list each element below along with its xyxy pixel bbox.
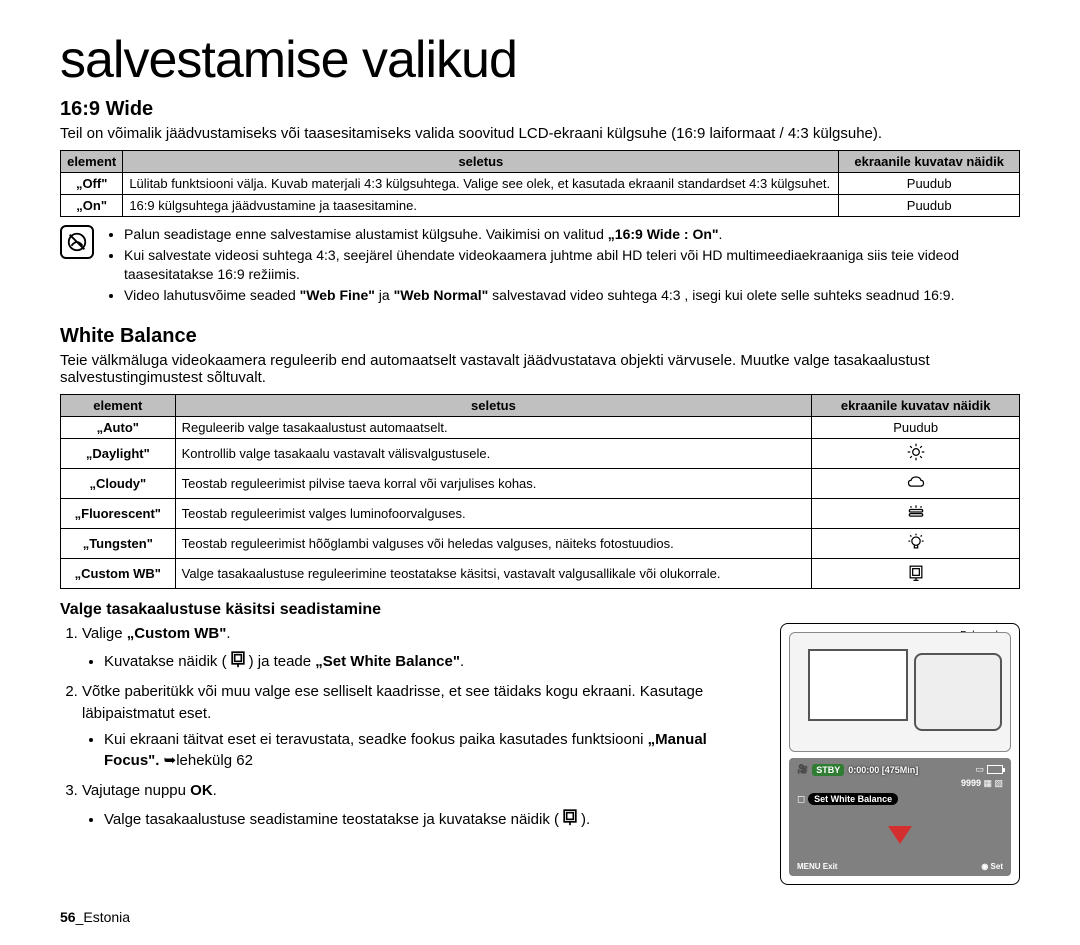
page-region: Estonia [83, 909, 130, 925]
cell: Puudub [839, 195, 1020, 217]
page-title: salvestamise valikud [60, 30, 1020, 90]
note-item: Kui salvestate videosi suhtega 4:3, seej… [124, 246, 1020, 284]
exit-label: Exit [823, 862, 838, 871]
cell: Lülitab funktsiooni välja. Kuvab materja… [123, 173, 839, 195]
table-wb-h2: seletus [175, 394, 812, 416]
table-row: „Off" Lülitab funktsiooni välja. Kuvab m… [61, 173, 1020, 195]
custom-wb-inline-icon [227, 653, 249, 670]
cell: Teostab reguleerimist pilvise taeva korr… [175, 468, 812, 498]
step-item: Võtke paberitükk või muu valge ese selli… [82, 681, 760, 772]
manual-wb-heading: Valge tasakaalustuse käsitsi seadistamin… [60, 601, 1020, 619]
note-item: Palun seadistage enne salvestamise alust… [124, 225, 1020, 244]
step-sub-item: Valge tasakaalustuse seadistamine teosta… [104, 806, 760, 831]
fluorescent-icon [812, 498, 1020, 528]
cell: „On" [61, 195, 123, 217]
section-intro-wb: Teie välkmäluga videokaamera reguleerib … [60, 352, 1020, 386]
table-wb: element seletus ekraanile kuvatav näidik… [60, 394, 1020, 589]
rec-icon: 🎥 [797, 764, 808, 775]
steps-list: Valige „Custom WB". Kuvatakse näidik () … [60, 623, 760, 839]
table-row: „Auto" Reguleerib valge tasakaalustust a… [61, 416, 1020, 438]
cell: Kontrollib valge tasakaalu vastavalt väl… [175, 438, 812, 468]
cell: „Cloudy" [61, 468, 176, 498]
sun-icon [812, 438, 1020, 468]
step-sub-item: Kui ekraani täitvat eset ei teravustata,… [104, 729, 760, 773]
swb-badge: Set White Balance [808, 793, 898, 805]
cell: 16:9 külgsuhtega jäädvustamine ja taases… [123, 195, 839, 217]
bulb-icon [812, 528, 1020, 558]
table-wide-h2: seletus [123, 151, 839, 173]
section-heading-wb: White Balance [60, 325, 1020, 348]
cell: Puudub [812, 416, 1020, 438]
set-label: Set [991, 862, 1003, 871]
arrow-down-icon [888, 826, 912, 844]
table-wide: element seletus ekraanile kuvatav näidik… [60, 150, 1020, 217]
cell: „Tungsten" [61, 528, 176, 558]
note-icon [60, 225, 94, 259]
table-wide-h1: element [61, 151, 123, 173]
table-wide-h3: ekraanile kuvatav näidik [839, 151, 1020, 173]
battery-icon [987, 765, 1003, 774]
stby-badge: STBY [812, 764, 844, 776]
lcd-preview: 🎥 STBY 0:00:00 [475Min] ▭ 9999 ▦ ▧ ◻ Set… [789, 758, 1011, 876]
cell: „Fluorescent" [61, 498, 176, 528]
res-icon: ▦ ▧ [983, 778, 1003, 788]
table-row: „Tungsten" Teostab reguleerimist hõõglam… [61, 528, 1020, 558]
table-wb-h1: element [61, 394, 176, 416]
section-heading-wide: 16:9 Wide [60, 98, 1020, 121]
custom-wb-icon [812, 558, 1020, 588]
custom-wb-lcd-icon: ◻ [797, 794, 805, 805]
time-label: 0:00:00 [475Min] [848, 765, 918, 775]
camcorder-illustration [789, 632, 1011, 752]
cell: „Off" [61, 173, 123, 195]
step-sub-item: Kuvatakse näidik () ja teade „Set White … [104, 648, 760, 673]
cell: „Auto" [61, 416, 176, 438]
table-wb-h3: ekraanile kuvatav näidik [812, 394, 1020, 416]
cell: Teostab reguleerimist hõõglambi valguses… [175, 528, 812, 558]
count-label: 9999 [961, 778, 981, 788]
cell: Teostab reguleerimist valges luminofoorv… [175, 498, 812, 528]
table-row: „Fluorescent" Teostab reguleerimist valg… [61, 498, 1020, 528]
page-footer: 56_Estonia [60, 909, 1020, 925]
page-number: 56 [60, 909, 76, 925]
cell: Valge tasakaalustuse reguleerimine teost… [175, 558, 812, 588]
table-row: „Daylight" Kontrollib valge tasakaalu va… [61, 438, 1020, 468]
table-row: „Cloudy" Teostab reguleerimist pilvise t… [61, 468, 1020, 498]
note-item: Video lahutusvõime seaded "Web Fine" ja … [124, 286, 1020, 305]
card-icon: ▭ [975, 764, 984, 775]
custom-wb-inline-icon [559, 811, 581, 828]
cell: Reguleerib valge tasakaalustust automaat… [175, 416, 812, 438]
illustration-box: Paks valgepaberileht 🎥 STBY 0:00:00 [475… [780, 623, 1020, 885]
cell: „Daylight" [61, 438, 176, 468]
table-row: „Custom WB" Valge tasakaalustuse regulee… [61, 558, 1020, 588]
menu-label: MENU [797, 862, 821, 871]
table-row: „On" 16:9 külgsuhtega jäädvustamine ja t… [61, 195, 1020, 217]
note-box-wide: Palun seadistage enne salvestamise alust… [60, 225, 1020, 307]
cloud-icon [812, 468, 1020, 498]
section-intro-wide: Teil on võimalik jäädvustamiseks või taa… [60, 125, 1020, 142]
step-item: Valige „Custom WB". Kuvatakse näidik () … [82, 623, 760, 674]
cell: Puudub [839, 173, 1020, 195]
cell: „Custom WB" [61, 558, 176, 588]
step-item: Vajutage nuppu OK. Valge tasakaalustuse … [82, 780, 760, 831]
